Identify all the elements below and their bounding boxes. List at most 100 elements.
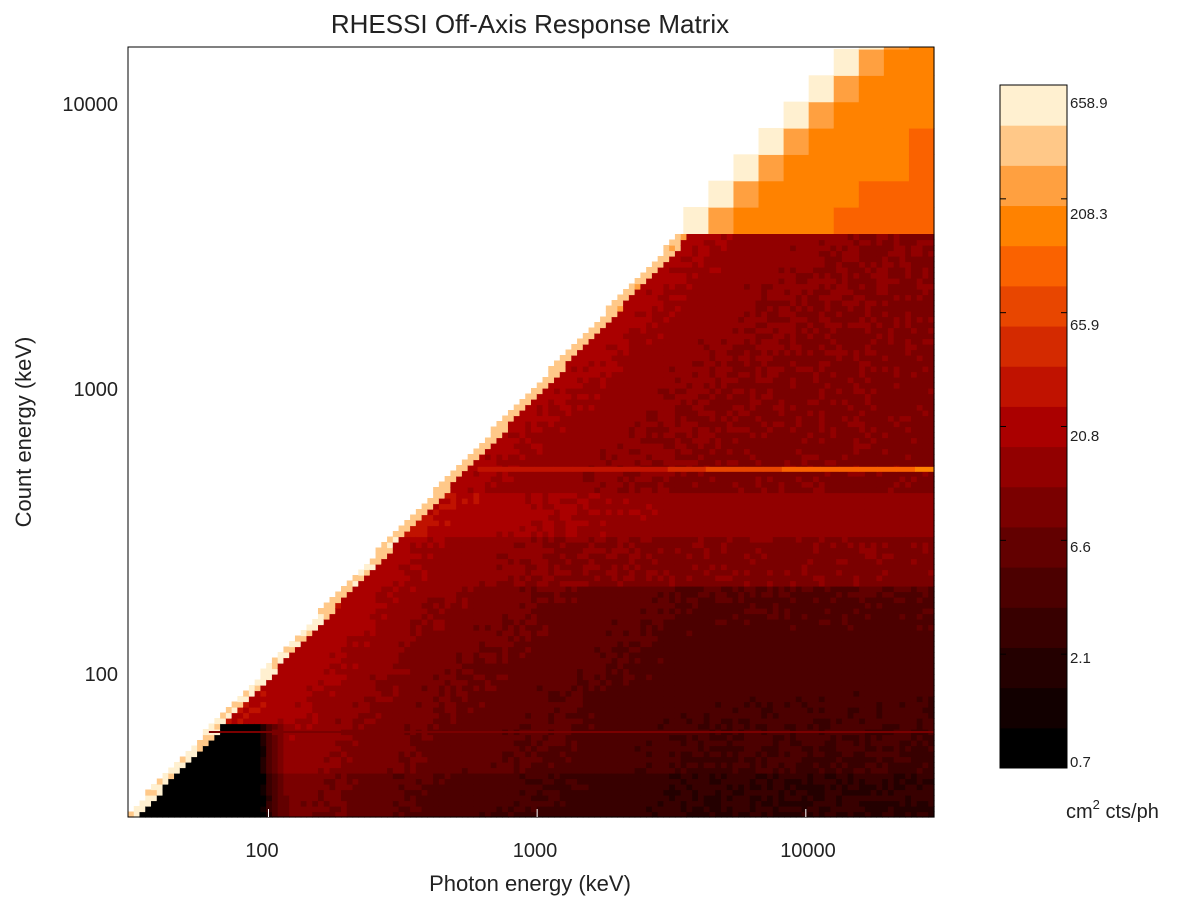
heatmap-cell [507,415,515,422]
heatmap-cell [651,404,659,411]
heatmap-cell [611,734,618,741]
heatmap-cell [341,619,348,626]
heatmap-cell [554,608,561,615]
heatmap-cell [289,674,296,681]
heatmap-cell [617,443,624,450]
heatmap-cell [502,525,509,532]
heatmap-cell [410,536,417,543]
heatmap-cell [600,679,607,686]
heatmap-cell [450,514,457,521]
heatmap-cell [490,547,498,554]
heatmap-cell [536,421,544,428]
heatmap-cell [456,751,463,758]
heatmap-cell [634,311,641,318]
heatmap-cell [640,426,647,433]
heatmap-cell [565,547,572,554]
heatmap-cell [450,575,457,582]
heatmap-cell [404,756,411,763]
heatmap-cell [225,789,233,796]
heatmap-cell [467,690,475,697]
heatmap-cell [571,586,578,593]
heatmap-cell [306,756,313,763]
heatmap-cell [611,498,618,505]
heatmap-cell [289,641,296,648]
heatmap-cell [611,300,618,307]
heatmap-cell [669,503,676,510]
heatmap-cell [646,542,653,549]
heatmap-cell [415,723,423,730]
heatmap-cell [260,668,267,675]
heatmap-cell [617,454,624,461]
heatmap-cell [565,459,572,466]
heatmap-cell [531,663,538,670]
heatmap-cell [289,657,296,664]
heatmap-cell [156,778,164,785]
heatmap-cell [456,734,463,741]
heatmap-cell [646,503,653,510]
heatmap-cell [490,514,498,521]
heatmap-cell [346,767,354,774]
heatmap-cell [640,751,647,758]
heatmap-cell [628,811,636,818]
heatmap-cell [168,795,175,802]
heatmap-cell [450,800,457,807]
heatmap-cell [341,641,348,648]
heatmap-cell [623,657,630,664]
heatmap-cell [634,630,641,637]
heatmap-cell [387,701,394,708]
heatmap-cell [197,751,204,758]
heatmap-cell [634,531,641,538]
heatmap-cell [421,806,428,813]
heatmap-cell [277,745,285,752]
heatmap-cell [438,498,446,505]
heatmap-cell [594,327,601,334]
heatmap-cell [341,789,348,796]
heatmap-cell [542,723,549,730]
heatmap-cell [341,800,348,807]
heatmap-cell [623,333,630,340]
heatmap-cell [657,795,665,802]
heatmap-cell [317,608,325,615]
heatmap-cell [577,503,584,510]
heatmap-cell [502,553,509,560]
heatmap-cell [600,564,607,571]
heatmap-cell [548,696,555,703]
heatmap-cell [335,602,342,609]
heatmap-cell [634,641,641,648]
heatmap-cell [651,432,659,439]
heatmap-cell [651,613,659,620]
heatmap-cell [542,789,549,796]
heatmap-cell [582,701,590,708]
heatmap-cell [628,767,636,774]
heatmap-cell [542,382,549,389]
heatmap-cell [634,443,641,450]
heatmap-cell [548,591,555,598]
heatmap-cell [387,789,394,796]
heatmap-cell [582,608,590,615]
heatmap-cell [525,679,532,686]
heatmap-cell [617,327,624,334]
heatmap-cell [364,811,371,818]
heatmap-cell [588,575,595,582]
heatmap-cell [185,811,192,818]
heatmap-cell [467,778,475,785]
heatmap-cell [225,767,233,774]
heatmap-cell [444,635,451,642]
heatmap-cell [461,465,469,472]
heatmap-cell [502,509,509,516]
heatmap-cell [513,679,521,686]
heatmap-cell [214,756,221,763]
heatmap-cell [542,767,549,774]
heatmap-cell [294,646,302,653]
heatmap-cell [496,767,503,774]
heatmap-cell [628,773,636,780]
heatmap-cell [525,509,532,516]
heatmap-cell [582,745,590,752]
heatmap-cell [525,580,532,587]
heatmap-cell [582,756,590,763]
heatmap-cell [271,723,279,730]
heatmap-cell [467,718,475,725]
heatmap-cell [651,624,659,631]
heatmap-cell [456,767,463,774]
heatmap-cell [277,762,285,769]
